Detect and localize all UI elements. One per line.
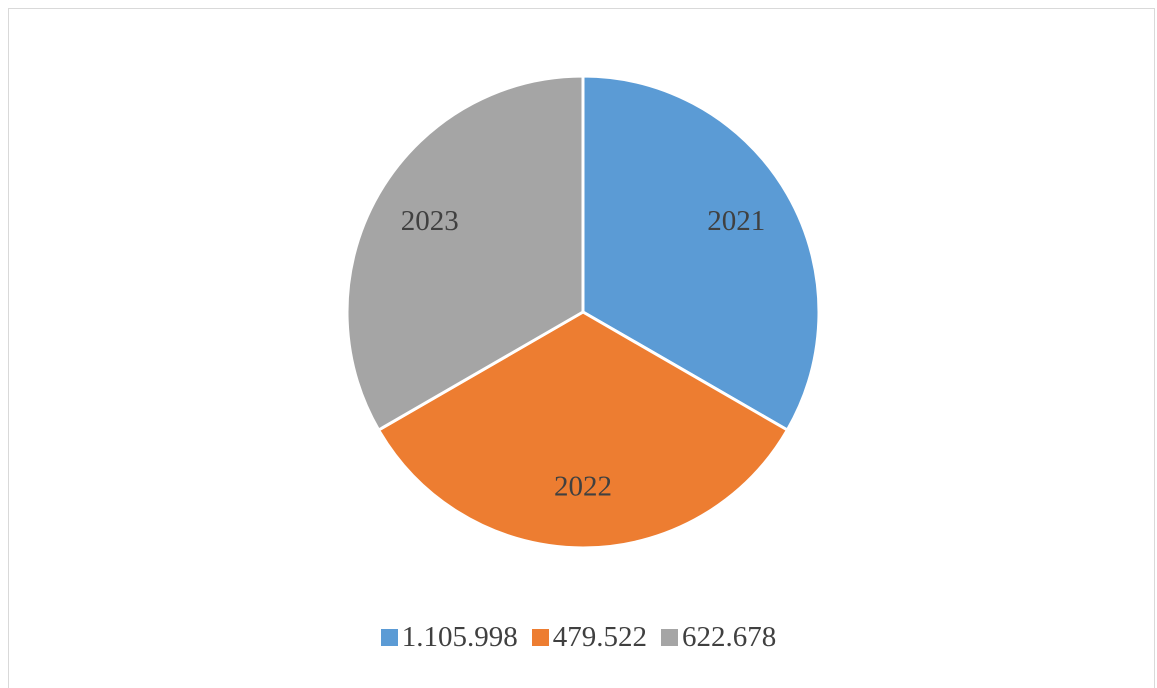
legend-swatch-2021: [380, 628, 398, 646]
pie-labels: 2021 2022 2023: [401, 205, 766, 503]
legend-item-2021: 1.105.998: [380, 620, 518, 654]
pie-slice-label-2021: 2021: [707, 205, 765, 237]
pie-slice-2021: [581, 74, 821, 432]
legend-item-2022: 479.522: [531, 620, 647, 654]
legend: 1.105.998 479.522 622.678: [0, 617, 1157, 657]
pie-slices: [345, 74, 821, 550]
legend-item-2023: 622.678: [661, 621, 776, 654]
legend-swatch-2022: [531, 628, 549, 646]
pie-slice-label-2023: 2023: [401, 205, 459, 237]
legend-swatch-2023: [661, 628, 678, 646]
pie-slice-2022: [377, 310, 789, 550]
pie-slice-2023: [345, 74, 585, 432]
pie-slice-label-2022: 2022: [554, 471, 612, 503]
legend-label-2022: 479.522: [552, 620, 647, 653]
legend-label-2021: 1.105.998: [401, 620, 518, 653]
legend-label-2023: 622.678: [682, 620, 777, 653]
